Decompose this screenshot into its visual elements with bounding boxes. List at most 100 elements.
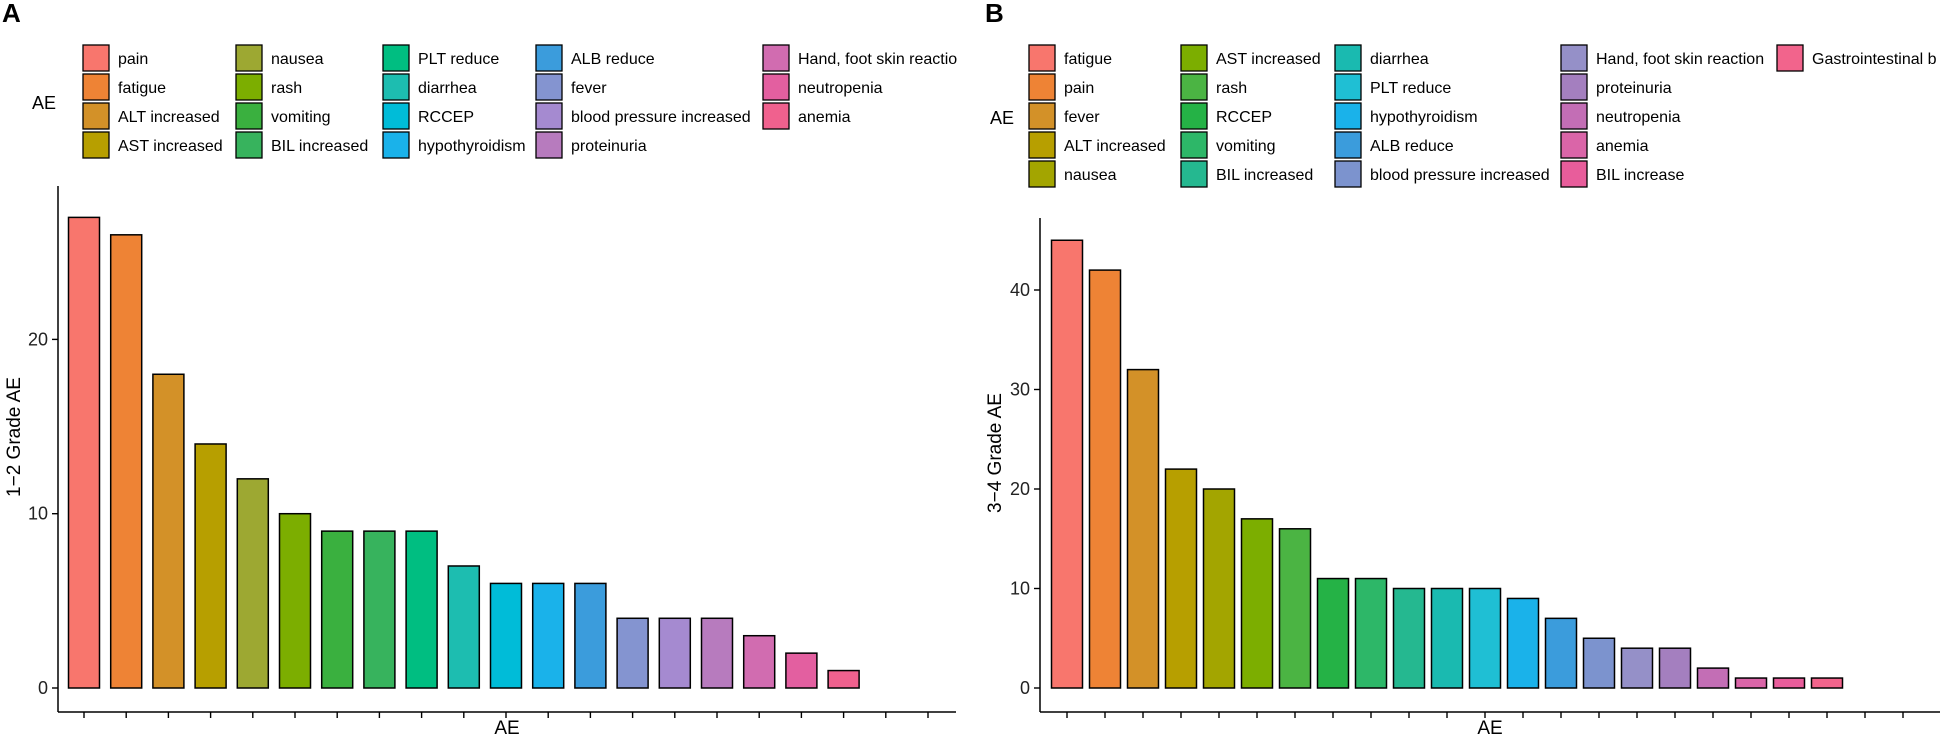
legend-label: ALB reduce [1370, 138, 1454, 155]
legend-label: Hand, foot skin reactio [798, 51, 957, 68]
bar-plt-reduce [1468, 587, 1502, 689]
legend-key [1560, 44, 1588, 72]
legend-label: hypothyroidism [418, 138, 526, 155]
y-axis-title: 1−2 Grade AE [4, 377, 25, 497]
bar-fatigue [109, 234, 143, 689]
bar-bil-increase [1772, 677, 1806, 689]
legend-label: rash [1216, 80, 1247, 97]
legend-label: ALT increased [1064, 138, 1166, 155]
y-tick-label: 20 [28, 329, 48, 349]
legend-label: fatigue [1064, 51, 1112, 68]
legend-key [1028, 73, 1056, 101]
legend-key [235, 131, 263, 159]
bar-pain [1088, 269, 1122, 689]
legend-title: AE [32, 93, 56, 113]
legend-key [1560, 102, 1588, 130]
legend-label: hypothyroidism [1370, 109, 1478, 126]
legend-label: nausea [271, 51, 324, 68]
legend-label: Hand, foot skin reaction [1596, 51, 1764, 68]
legend-label: proteinuria [571, 138, 647, 155]
legend-key [82, 131, 110, 159]
bar-rccep [1316, 577, 1350, 689]
legend-label: vomiting [271, 109, 331, 126]
legend-label: PLT reduce [1370, 80, 1451, 97]
y-tick-label: 0 [38, 678, 48, 698]
bar-fatigue [1050, 239, 1084, 689]
legend-label: rash [271, 80, 302, 97]
legend-key [1180, 73, 1208, 101]
bar-ast-increased [194, 443, 227, 689]
legend-label: vomiting [1216, 138, 1276, 155]
bar-vomiting [1354, 577, 1388, 689]
legend-label: AST increased [118, 138, 223, 155]
legend-key [1334, 73, 1362, 101]
y-tick-label: 30 [1010, 380, 1030, 400]
legend-label: neutropenia [798, 80, 883, 97]
legend-key [82, 73, 110, 101]
bar-bil-increased [363, 530, 396, 689]
bar-vomiting [320, 530, 354, 689]
bar-rash [278, 512, 312, 689]
y-axis-title: 3−4 Grade AE [985, 393, 1006, 513]
legend-key [1334, 102, 1362, 130]
legend-key [1776, 44, 1804, 72]
y-tick-label: 10 [28, 504, 48, 524]
bar-neutropenia [785, 652, 818, 689]
bar-proteinuria [1658, 647, 1692, 689]
legend-label: pain [118, 51, 148, 68]
bar-alt-increased [1164, 468, 1198, 689]
legend-key [535, 102, 563, 130]
bar-ast-increased [1240, 518, 1274, 689]
bar-pain [67, 216, 101, 689]
bar-hand-foot-skin-reaction [1620, 647, 1654, 689]
legend-key [235, 102, 263, 130]
legend-label: anemia [1596, 138, 1649, 155]
legend-label: ALB reduce [571, 51, 655, 68]
legend-label: fever [571, 80, 607, 97]
panel-label-a: A [2, 0, 21, 28]
legend-label: RCCEP [418, 109, 474, 126]
legend-key [82, 102, 110, 130]
bar-rash [1278, 528, 1312, 689]
y-tick-label: 0 [1020, 678, 1030, 698]
bar-diarrhea [1430, 587, 1464, 689]
legend-key [535, 44, 563, 72]
legend-key [1028, 131, 1056, 159]
legend-key [1180, 44, 1208, 72]
legend-key [762, 102, 790, 130]
legend-label: nausea [1064, 167, 1117, 184]
bar-gastrointestinal-bleeding [1810, 677, 1844, 689]
legend-key [235, 44, 263, 72]
legend-label: PLT reduce [418, 51, 499, 68]
legend-label: BIL increased [271, 138, 368, 155]
legend-label: diarrhea [1370, 51, 1429, 68]
legend-key [235, 73, 263, 101]
legend-key [535, 73, 563, 101]
legend-label: proteinuria [1596, 80, 1672, 97]
legend-key [382, 102, 410, 130]
panel-label-b: B [985, 0, 1004, 28]
bar-nausea [236, 478, 270, 689]
bar-plt-reduce [405, 530, 438, 689]
bar-blood-pressure-increased [1582, 637, 1616, 689]
legend-label: fatigue [118, 80, 166, 97]
bar-alt-increased [152, 373, 185, 689]
legend-key [382, 73, 410, 101]
bar-proteinuria [700, 617, 734, 689]
bar-hypothyroidism [1506, 597, 1540, 689]
bar-blood-pressure-increased [658, 617, 692, 689]
bar-neutropenia [1696, 667, 1730, 689]
chart-panel-a: AE pain fatigue ALT increased AST increased n… [4, 44, 957, 738]
legend-label: BIL increase [1596, 167, 1684, 184]
legend-key [1180, 131, 1208, 159]
legend-label: RCCEP [1216, 109, 1272, 126]
legend-label: Gastrointestinal b [1812, 51, 1937, 68]
bar-fever [616, 617, 649, 689]
bar-alb-reduce [1544, 617, 1578, 689]
legend-label: blood pressure increased [571, 109, 751, 126]
legend-key [1560, 73, 1588, 101]
legend-label: AST increased [1216, 51, 1321, 68]
legend-label: BIL increased [1216, 167, 1313, 184]
legend-key [762, 73, 790, 101]
legend-key [535, 131, 563, 159]
